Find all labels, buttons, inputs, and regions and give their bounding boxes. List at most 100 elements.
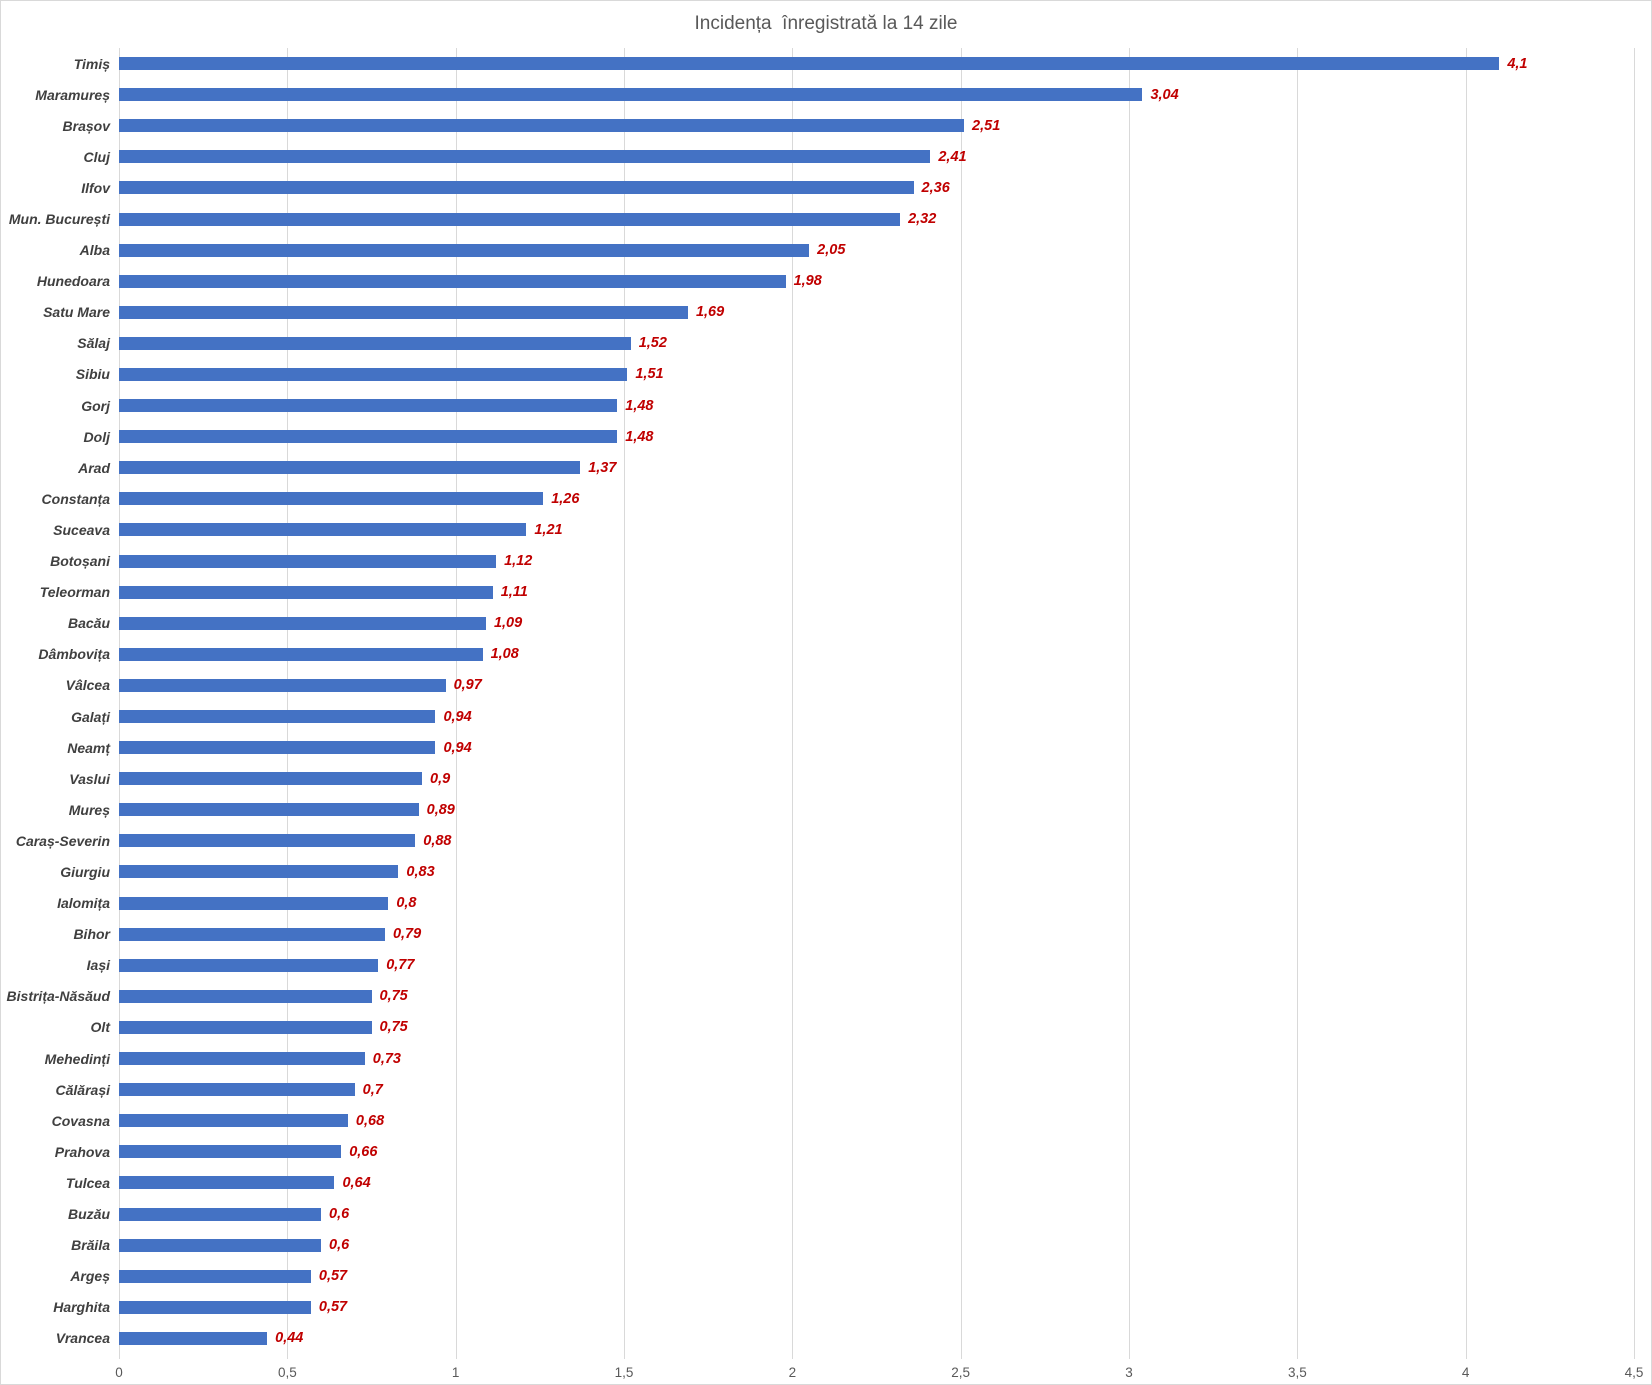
bar — [119, 958, 379, 972]
bar-row: Constanța 1,26 — [42, 483, 1634, 514]
bar — [119, 492, 544, 506]
bar — [119, 678, 446, 692]
category-label: Olt — [90, 1019, 110, 1036]
bar — [119, 1300, 311, 1314]
bar-row: Vaslui 0,9 — [69, 763, 1634, 794]
value-label: 2,32 — [908, 211, 937, 228]
x-axis-tick-label: 3 — [1125, 1365, 1133, 1380]
gridline — [1465, 48, 1467, 1359]
category-label: Caraș-Severin — [15, 832, 110, 849]
bar-row: Satu Mare 1,69 — [43, 297, 1634, 328]
bar — [119, 1269, 311, 1283]
bar — [119, 150, 931, 164]
category-label: Galați — [71, 708, 110, 725]
bar — [119, 1207, 321, 1221]
x-axis-tick-label: 4 — [1461, 1365, 1470, 1380]
bar — [119, 772, 422, 786]
gridline — [792, 48, 794, 1359]
category-label: Ilfov — [81, 179, 110, 196]
category-label: Suceava — [53, 521, 110, 538]
bar — [119, 989, 372, 1003]
category-label: Sibiu — [75, 366, 110, 383]
bar-row: Dâmbovița 1,08 — [38, 639, 1634, 670]
value-label: 0,73 — [372, 1050, 401, 1067]
category-label: Mureș — [68, 801, 110, 818]
category-label: Maramureș — [35, 86, 110, 103]
bar — [119, 243, 810, 257]
value-label: 1,52 — [638, 335, 667, 352]
category-label: Arad — [78, 459, 110, 476]
value-label: 1,51 — [635, 366, 664, 383]
category-label: Mehedinți — [44, 1050, 110, 1067]
bar — [119, 212, 901, 226]
bar — [119, 927, 385, 941]
category-label: Satu Mare — [43, 304, 110, 321]
value-label: 0,94 — [443, 739, 472, 756]
x-axis-tick-label: 3,5 — [1287, 1365, 1307, 1380]
value-label: 0,66 — [349, 1143, 378, 1160]
category-label: Ialomița — [57, 895, 110, 912]
value-label: 1,21 — [534, 521, 563, 538]
bar-row: Dolj 1,48 — [84, 421, 1634, 452]
gridline — [1129, 48, 1130, 1359]
bar-row: Botoșani 1,12 — [50, 546, 1634, 577]
category-label: Harghita — [53, 1299, 110, 1316]
x-axis-tick-label: 1 — [451, 1365, 460, 1380]
category-label: Sălaj — [77, 335, 110, 352]
x-axis-tick-label: 4,5 — [1624, 1365, 1644, 1380]
plot-area: Timiș 4,1 Maramureș 3,04 Brașov 2,51 Cluj 2,41 I… — [7, 48, 1643, 1380]
bar-row: Hunedoara 1,98 — [37, 266, 1634, 297]
value-label: 0,83 — [406, 863, 435, 880]
bar — [119, 896, 389, 910]
category-label: Vaslui — [69, 770, 110, 787]
category-label: Brăila — [71, 1237, 110, 1254]
category-label: Argeș — [70, 1268, 110, 1285]
bar-row: Harghita 0,57 — [53, 1292, 1634, 1323]
bar — [119, 1052, 365, 1066]
category-label: Botoșani — [50, 553, 110, 570]
gridline — [287, 48, 289, 1359]
value-label: 0,44 — [275, 1330, 304, 1347]
category-label: Giurgiu — [60, 863, 110, 880]
bar-row: Mehedinți 0,73 — [45, 1043, 1634, 1074]
bar — [119, 616, 486, 630]
category-label: Bihor — [73, 926, 110, 943]
category-label: Vrancea — [55, 1330, 110, 1347]
category-label: Iași — [86, 957, 110, 974]
gridline — [624, 48, 625, 1359]
bar — [119, 181, 914, 195]
value-label: 1,12 — [504, 553, 533, 570]
category-label: Dolj — [83, 428, 110, 445]
bar — [119, 461, 581, 475]
x-axis-tick-label: 1,5 — [614, 1365, 634, 1380]
value-label: 0,57 — [318, 1299, 348, 1316]
bar-row: Sibiu 1,51 — [76, 359, 1634, 390]
bar — [119, 585, 493, 599]
value-label: 0,89 — [426, 801, 455, 818]
value-label: 0,88 — [423, 832, 452, 849]
x-axis-tick-label: 2 — [788, 1365, 797, 1380]
value-label: 0,75 — [379, 988, 408, 1005]
bar-row: Caraș-Severin 0,88 — [16, 825, 1634, 856]
gridline — [1634, 48, 1635, 1359]
bar — [119, 305, 688, 319]
bar-row: Vrancea 0,44 — [56, 1323, 1634, 1354]
value-label: 0,75 — [379, 1019, 408, 1036]
category-label: Bacău — [67, 615, 110, 632]
bar-row: Alba 2,05 — [80, 235, 1634, 266]
value-label: 0,6 — [329, 1206, 350, 1223]
value-label: 2,36 — [921, 179, 950, 196]
bar-row: Ialomița 0,8 — [57, 888, 1634, 919]
category-label: Gorj — [81, 397, 110, 414]
value-label: 0,79 — [392, 926, 422, 943]
bar-row: Argeș 0,57 — [70, 1261, 1634, 1292]
value-label: 0,57 — [318, 1268, 348, 1285]
category-label: Hunedoara — [36, 273, 110, 290]
value-label: 1,69 — [695, 304, 725, 321]
category-label: Timiș — [73, 55, 110, 72]
bar — [119, 741, 436, 755]
value-label: 0,7 — [362, 1081, 383, 1098]
value-label: 1,48 — [625, 428, 654, 445]
x-axis-tick-label: 2,5 — [951, 1365, 971, 1380]
